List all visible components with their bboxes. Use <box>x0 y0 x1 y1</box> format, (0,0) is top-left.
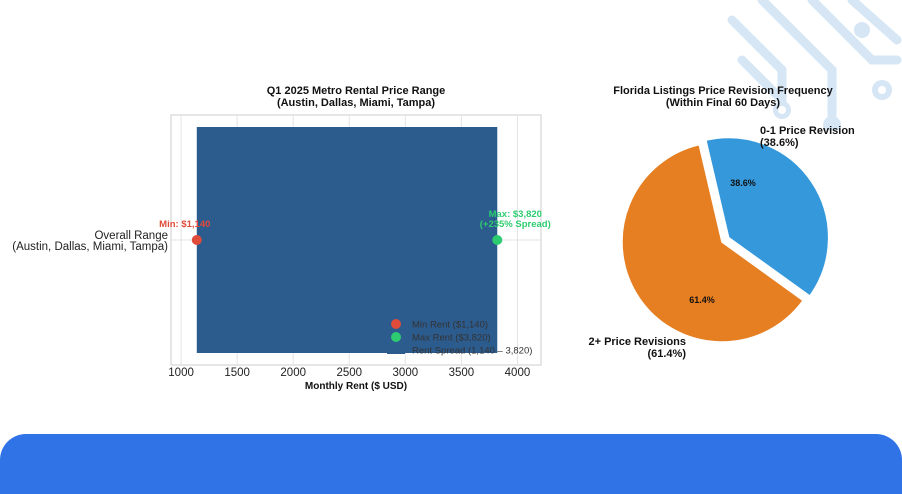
x-tick-label: 1000 <box>168 367 194 379</box>
x-tick-label: 1500 <box>224 367 250 379</box>
x-axis-label: Monthly Rent ($ USD) <box>305 381 407 392</box>
legend-marker <box>391 332 401 342</box>
charts-canvas: Q1 2025 Metro Rental Price Range (Austin,… <box>12 85 855 392</box>
max-rent-point <box>492 235 503 245</box>
category-label: Overall Range (Austin, Dallas, Miami, Tam… <box>12 230 168 253</box>
x-tick-labels: 1000 1500 2000 2500 3000 3500 4000 <box>168 367 530 379</box>
pie-slice <box>704 136 830 298</box>
x-tick-label: 3500 <box>449 367 475 379</box>
legend-label: Min Rent ($1,140) <box>412 320 488 331</box>
x-tick-label: 4000 <box>505 367 531 379</box>
bottom-banner <box>0 434 902 494</box>
slice-percent-label: 61.4% <box>689 295 715 305</box>
x-tick-label: 2500 <box>336 367 362 379</box>
range-chart: Q1 2025 Metro Rental Price Range (Austin,… <box>12 85 551 392</box>
legend-marker <box>391 319 401 329</box>
legend-label: Max Rent ($3,820) <box>412 333 491 344</box>
x-tick-label: 3000 <box>393 367 419 379</box>
max-annotation: Max: $3,820 (+235% Spread) <box>480 209 551 230</box>
pie-chart: Florida Listings Price Revision Frequenc… <box>588 85 855 360</box>
pie-slice <box>621 143 805 343</box>
pie-chart-title: Florida Listings Price Revision Frequenc… <box>613 85 833 109</box>
legend-label: Rent Spread (1,140 – 3,820) <box>412 346 532 357</box>
rent-spread-bar <box>196 127 498 353</box>
range-chart-title: Q1 2025 Metro Rental Price Range (Austin,… <box>267 85 446 109</box>
min-annotation: Min: $1,140 <box>159 219 210 230</box>
circuit-decoration <box>727 0 902 130</box>
legend: Min Rent ($1,140) Max Rent ($3,820) Rent S… <box>387 319 532 357</box>
slice-percent-label: 38.6% <box>730 178 756 188</box>
slice-label: 0-1 Price Revision (38.6%) <box>760 125 855 149</box>
legend-swatch <box>387 346 405 354</box>
slice-label: 2+ Price Revisions (61.4%) <box>588 336 686 360</box>
x-tick-label: 2000 <box>280 367 306 379</box>
min-rent-point <box>191 235 202 245</box>
